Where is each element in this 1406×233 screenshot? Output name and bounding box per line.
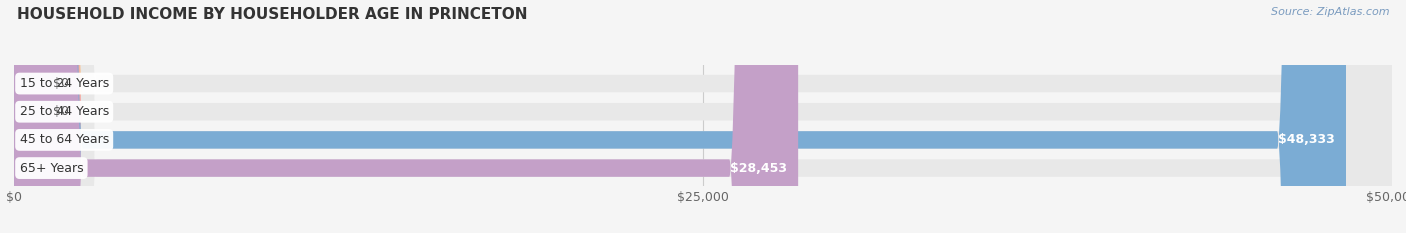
- Text: $28,453: $28,453: [730, 161, 787, 175]
- FancyBboxPatch shape: [14, 0, 1392, 233]
- FancyBboxPatch shape: [14, 0, 1346, 233]
- Text: $48,333: $48,333: [1278, 134, 1334, 146]
- Text: $0: $0: [52, 105, 69, 118]
- Text: $0: $0: [52, 77, 69, 90]
- FancyBboxPatch shape: [0, 0, 83, 233]
- Text: 45 to 64 Years: 45 to 64 Years: [20, 134, 108, 146]
- Text: 65+ Years: 65+ Years: [20, 161, 83, 175]
- FancyBboxPatch shape: [14, 0, 799, 233]
- Text: HOUSEHOLD INCOME BY HOUSEHOLDER AGE IN PRINCETON: HOUSEHOLD INCOME BY HOUSEHOLDER AGE IN P…: [17, 7, 527, 22]
- Text: 15 to 24 Years: 15 to 24 Years: [20, 77, 108, 90]
- FancyBboxPatch shape: [14, 0, 1392, 233]
- FancyBboxPatch shape: [0, 0, 83, 233]
- FancyBboxPatch shape: [14, 0, 1392, 233]
- Text: 25 to 44 Years: 25 to 44 Years: [20, 105, 108, 118]
- FancyBboxPatch shape: [14, 0, 1392, 233]
- Text: Source: ZipAtlas.com: Source: ZipAtlas.com: [1271, 7, 1389, 17]
